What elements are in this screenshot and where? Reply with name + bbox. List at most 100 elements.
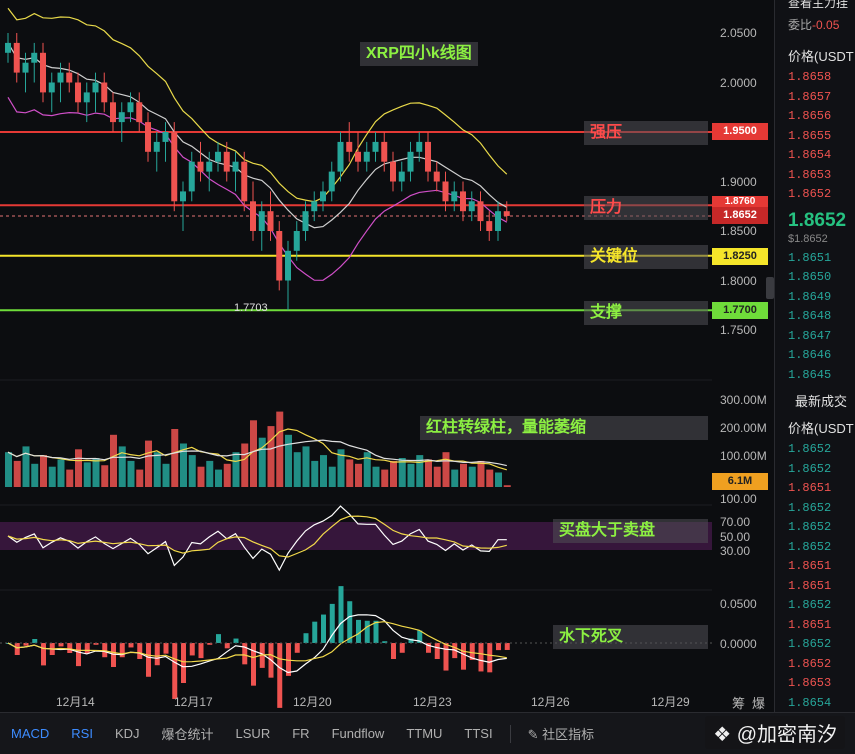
chart-area[interactable] <box>0 0 772 712</box>
volume-bar <box>477 460 485 487</box>
low-marker: 1.7703 <box>234 302 268 314</box>
candle-body <box>337 141 344 172</box>
ask-row[interactable]: 1.8658 <box>788 70 832 84</box>
trade-row: 1.8651 <box>788 559 832 573</box>
price-tick: 1.7500 <box>720 323 757 337</box>
bid-row[interactable]: 1.8651 <box>788 250 832 265</box>
volume-bar <box>153 452 161 487</box>
price-tick: 1.8000 <box>720 273 757 288</box>
chip-label[interactable]: 筹 <box>732 696 746 711</box>
candle-body <box>215 151 221 162</box>
trade-row: 1.8652 <box>788 637 832 651</box>
macd-histogram-bar <box>478 643 484 672</box>
candle-body <box>153 141 160 152</box>
trades-header[interactable]: 最新成交 <box>795 394 848 409</box>
macd-histogram-bar <box>364 620 370 643</box>
macd-histogram-bar <box>417 630 423 643</box>
community-indicator-button[interactable]: ✎ 社区指标 <box>517 724 606 743</box>
candle-body <box>328 171 335 192</box>
candle-body <box>232 161 239 172</box>
macd-histogram-bar <box>102 643 108 658</box>
volume-bar <box>136 469 144 487</box>
bid-row[interactable]: 1.8646 <box>788 348 832 362</box>
brand-watermark: ❖ @加密南汐 <box>705 716 845 749</box>
tag-resistance: 1.8760 <box>712 196 768 208</box>
ask-row[interactable]: 1.8654 <box>788 148 832 162</box>
ask-row[interactable]: 1.8655 <box>788 128 832 143</box>
trade-row: 1.8652 <box>788 442 832 456</box>
tab-lsur[interactable]: LSUR <box>235 726 271 741</box>
chart-title: XRP四小k线图 <box>360 42 478 66</box>
volume-ma-fast <box>7 428 507 471</box>
volume-bar <box>5 452 12 487</box>
bid-row[interactable]: 1.8645 <box>788 367 832 382</box>
candle-body <box>285 250 291 281</box>
tab-ttsi[interactable]: TTSI <box>464 726 493 741</box>
bid-row[interactable]: 1.8648 <box>788 309 832 323</box>
bid-row[interactable]: 1.8650 <box>788 270 832 284</box>
macd-histogram-bar <box>338 586 344 643</box>
order-book-panel: 查看主力挂 委比-0.05 价格(USDT 1.8658 1.8657 1.8656… <box>774 0 855 712</box>
edit-icon: ✎ <box>527 727 543 742</box>
rsi-annotation: 买盘大于卖盘 <box>553 519 708 543</box>
volume-bar <box>48 466 56 487</box>
candle-body <box>5 42 11 53</box>
ask-row[interactable]: 1.8656 <box>788 109 832 123</box>
volume-bar <box>180 443 187 487</box>
macd-histogram-bar <box>216 634 221 643</box>
volume-bar <box>223 463 231 487</box>
price-tick: 2.0000 <box>720 75 757 90</box>
volume-bar <box>127 460 135 487</box>
candle-body <box>293 231 300 251</box>
tab-ttmu[interactable]: TTMU <box>406 726 443 741</box>
macd-histogram-bar <box>321 614 326 643</box>
level-label-support: 支撑 <box>584 301 708 325</box>
tab-liquidation[interactable]: 爆仓统计 <box>161 727 214 742</box>
volume-bar <box>468 466 476 487</box>
volume-bar <box>320 455 327 487</box>
volume-bar <box>197 466 205 487</box>
candle-body <box>302 211 309 231</box>
ask-row[interactable]: 1.8657 <box>788 89 832 104</box>
x-tick: 12月26 <box>531 695 570 709</box>
candle-body <box>171 132 178 202</box>
bollinger-upper <box>7 7 508 203</box>
trade-row: 1.8652 <box>788 520 832 534</box>
tab-macd[interactable]: MACD <box>11 726 50 741</box>
rsi-tick-top: 100.00 <box>720 492 757 506</box>
volume-bar <box>75 449 82 487</box>
liquidation-label[interactable]: 爆 <box>752 696 766 711</box>
candle-body <box>127 102 134 113</box>
macd-histogram-bar <box>119 643 125 658</box>
tab-fundflow[interactable]: Fundflow <box>331 726 385 741</box>
main-order-link[interactable]: 查看主力挂 <box>788 0 849 10</box>
bid-row[interactable]: 1.8649 <box>788 289 832 304</box>
volume-bar <box>486 469 494 487</box>
macd-histogram-bar <box>504 643 510 650</box>
macd-histogram-bar <box>67 643 73 653</box>
macd-histogram-bar <box>14 643 20 655</box>
bid-row[interactable]: 1.8647 <box>788 328 832 343</box>
candle-body <box>486 221 493 231</box>
chart-canvas[interactable] <box>0 0 712 712</box>
toolbar-divider <box>509 724 511 743</box>
ask-row[interactable]: 1.8652 <box>788 187 832 201</box>
volume-bar <box>66 469 74 487</box>
x-tick: 12月20 <box>293 695 332 709</box>
tab-rsi[interactable]: RSI <box>71 726 93 741</box>
trade-row: 1.8651 <box>788 617 832 632</box>
volume-tick: 200.00M <box>720 421 767 435</box>
volume-bar <box>110 434 117 487</box>
macd-histogram-bar <box>408 638 414 643</box>
macd-histogram-bar <box>41 643 46 666</box>
volume-bar <box>416 455 424 487</box>
panel-resize-handle[interactable] <box>766 277 774 299</box>
tab-fr[interactable]: FR <box>292 726 310 741</box>
ask-row[interactable]: 1.8653 <box>788 167 832 182</box>
candle-body <box>468 201 475 212</box>
tab-kdj[interactable]: KDJ <box>114 726 140 741</box>
volume-bar <box>162 463 170 487</box>
ratio-value: -0.05 <box>812 18 840 32</box>
level-label-key: 关键位 <box>584 245 708 269</box>
macd-histogram-bar <box>294 643 300 653</box>
